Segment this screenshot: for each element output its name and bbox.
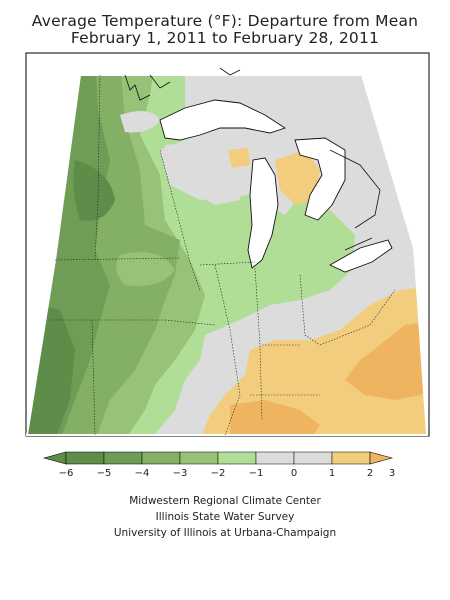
lake-huron — [294, 137, 346, 221]
lake-erie — [329, 239, 393, 273]
zone-plus-1-up — [228, 148, 250, 168]
legend-tick: 1 — [329, 468, 335, 479]
legend-segment — [179, 451, 219, 465]
credit-line: Illinois State Water Survey — [155, 511, 295, 523]
state-borders — [50, 74, 396, 436]
legend-segment — [217, 451, 257, 465]
legend-segment — [103, 451, 143, 465]
zone-plus-2-to-3-south — [230, 400, 320, 435]
lake-michigan — [247, 157, 279, 269]
region-outline — [25, 74, 429, 436]
legend-colorbar — [42, 451, 394, 465]
legend-tick-labels: −6 −5 −4 −3 −2 −1 0 1 2 3 — [59, 468, 396, 479]
legend-tick: 2 — [367, 468, 373, 479]
legend-tick: −5 — [97, 468, 112, 479]
legend-tick: 3 — [389, 468, 395, 479]
zone-minus-5-to-6-north — [73, 160, 115, 221]
zone-minus-2-island — [116, 252, 175, 286]
lake-superior — [159, 99, 287, 141]
legend-segment — [255, 451, 295, 465]
legend-arrow-low — [42, 451, 67, 465]
map-title: Average Temperature (°F): Departure from… — [31, 12, 419, 30]
zone-plus-1-michigan — [275, 150, 320, 205]
legend-arrow-high — [369, 451, 394, 465]
legend-segment — [141, 451, 181, 465]
legend-segment — [331, 451, 371, 465]
zone-grey-north — [165, 140, 245, 205]
zone-plus-2-to-3 — [345, 320, 427, 400]
legend-tick: −3 — [173, 468, 188, 479]
legend-tick: −4 — [135, 468, 150, 479]
zone-grey-superior — [120, 111, 160, 133]
credit-line: Midwestern Regional Climate Center — [129, 495, 321, 507]
legend-tick: 0 — [291, 468, 297, 479]
credit-line: University of Illinois at Urbana-Champai… — [113, 527, 337, 539]
legend-segment — [293, 451, 333, 465]
canada-coast — [124, 67, 381, 251]
legend-tick: −2 — [211, 468, 226, 479]
legend-segment — [65, 451, 105, 465]
legend-tick: −1 — [249, 468, 264, 479]
map-date-range: February 1, 2011 to February 28, 2011 — [70, 29, 380, 47]
legend-tick: −6 — [59, 468, 74, 479]
